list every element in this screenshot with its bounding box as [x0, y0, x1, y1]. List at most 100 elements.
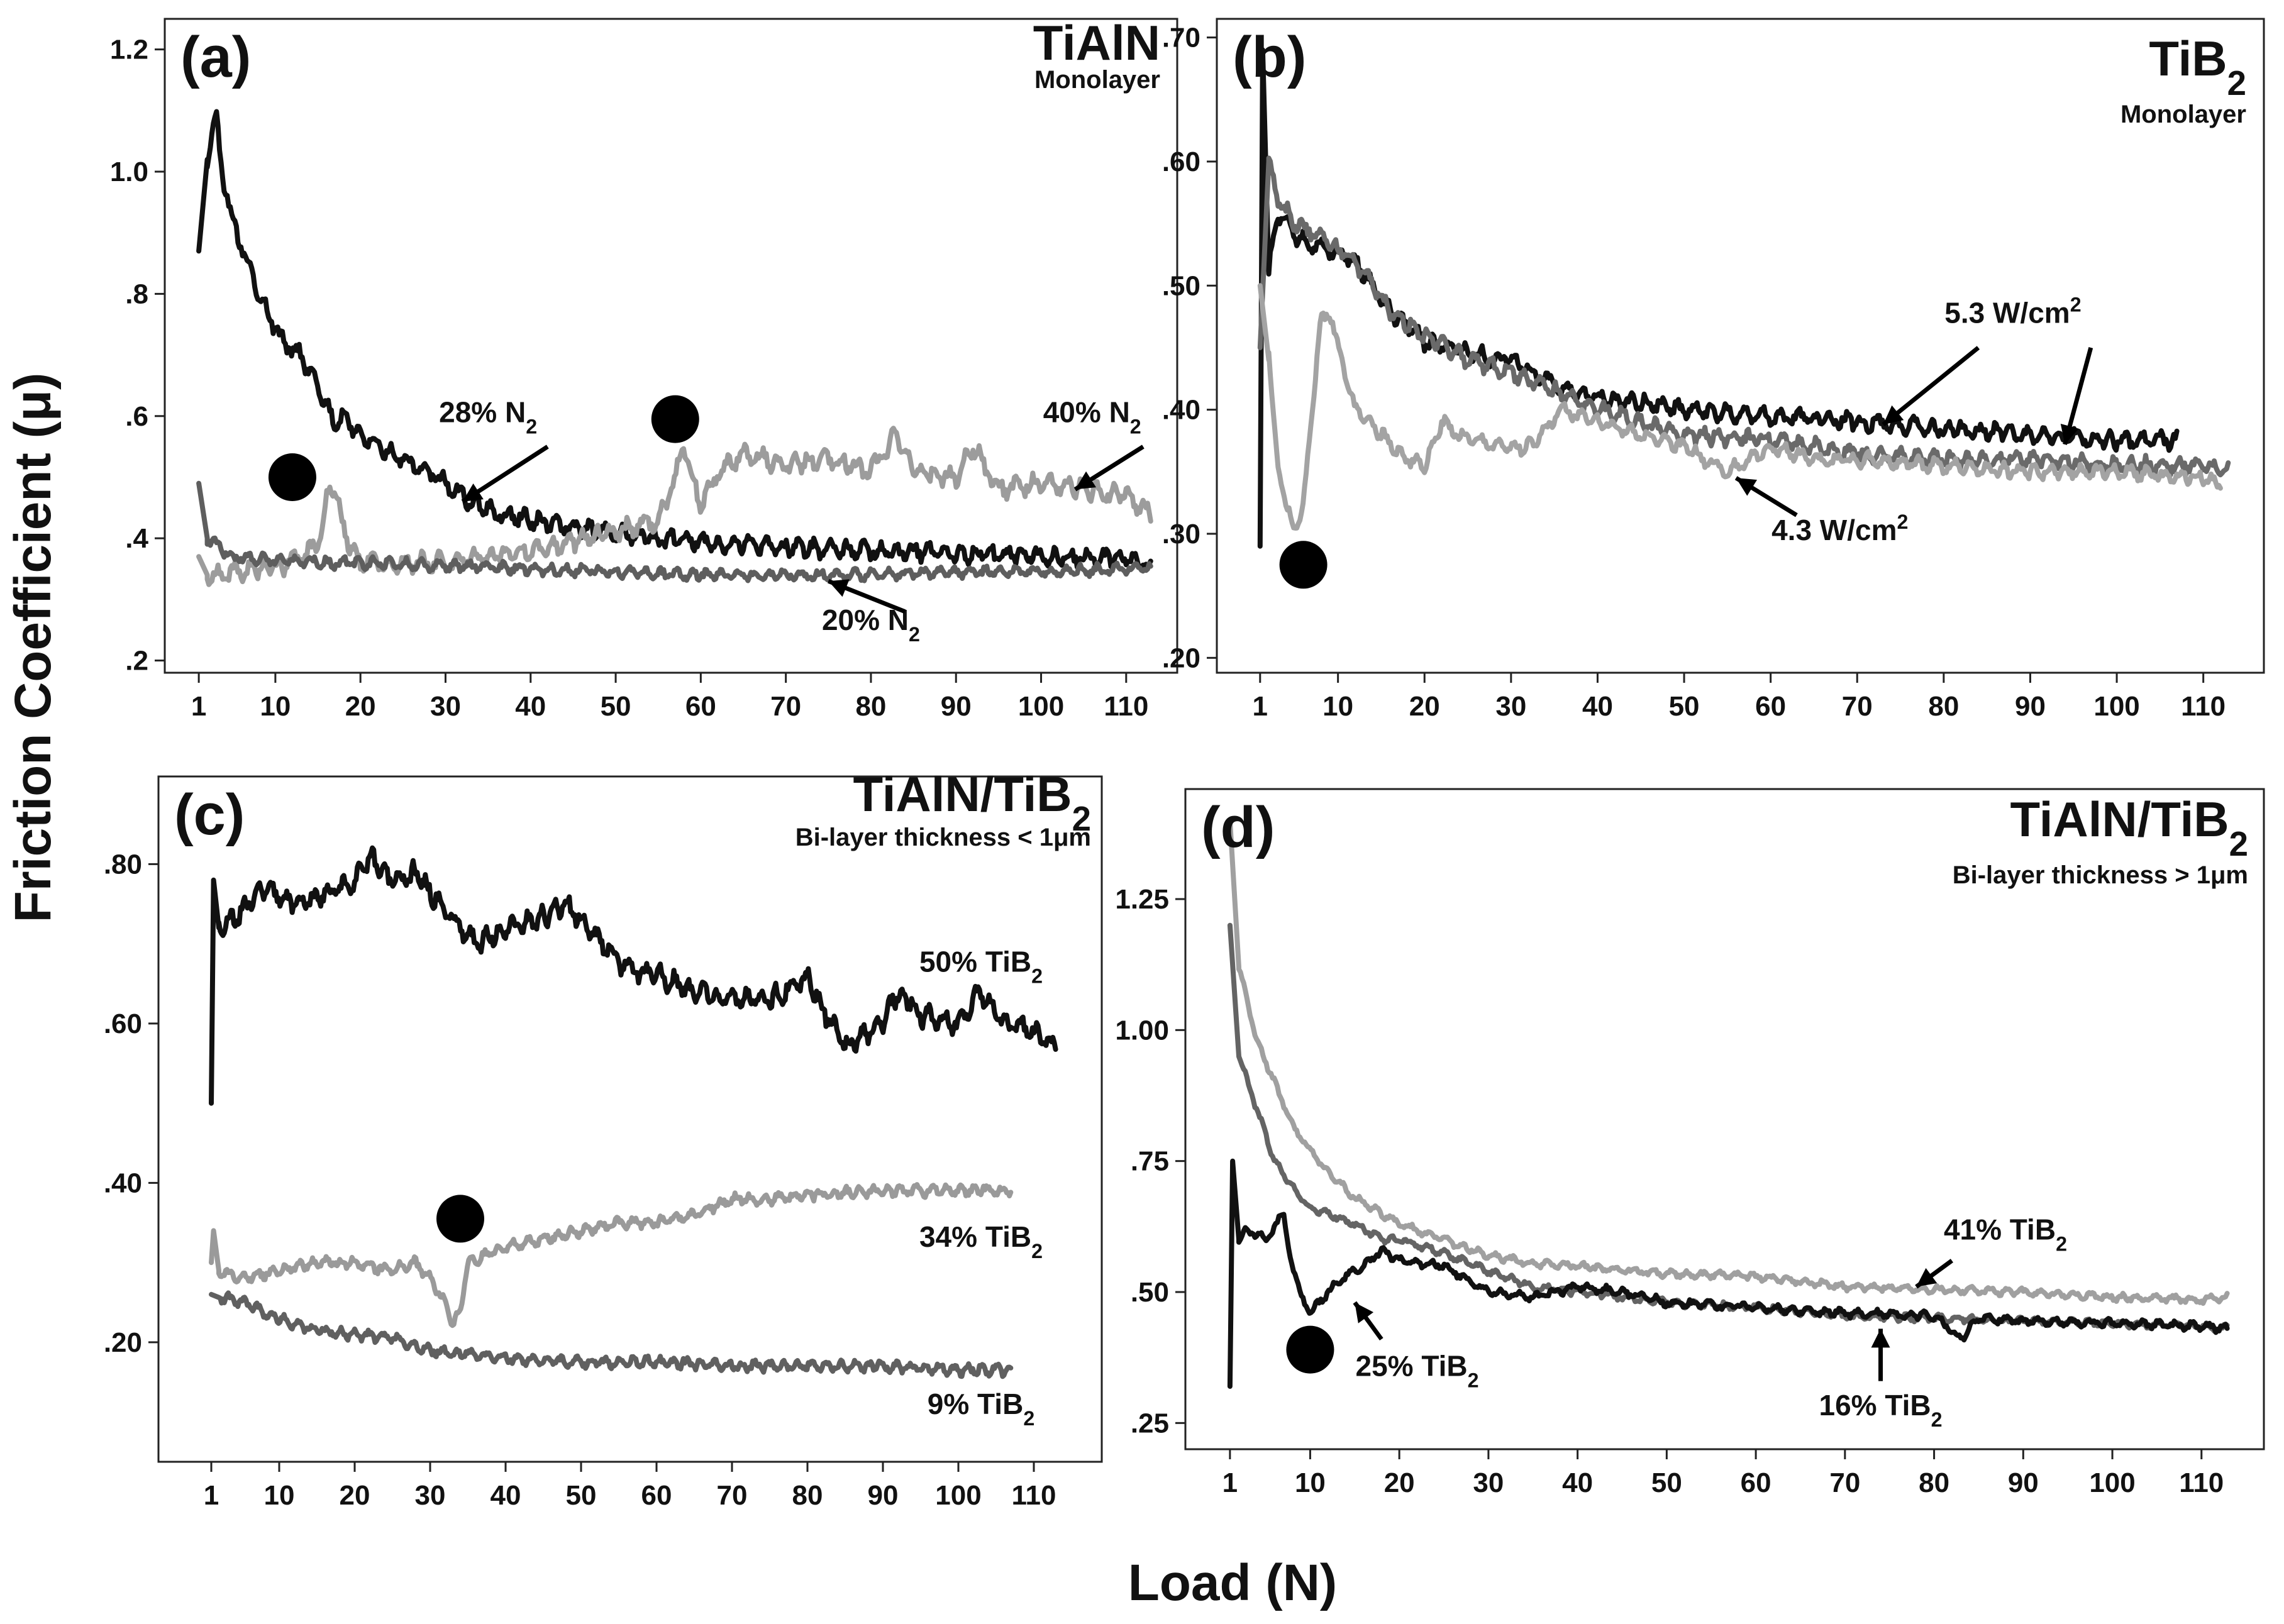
x-tick-label: 60	[1755, 691, 1786, 722]
x-tick-label: 60	[641, 1480, 672, 1511]
series-label: 5.3 W/cm2	[1944, 293, 2081, 329]
annotation-arrow	[1882, 346, 1980, 427]
x-tick-label: 50	[566, 1480, 597, 1511]
series-line-b-1	[1257, 155, 2231, 478]
x-tick-label: 30	[1495, 691, 1526, 722]
x-tick-label: 70	[770, 691, 801, 722]
panel-frame	[157, 775, 1103, 1463]
x-tick-label: 30	[430, 691, 461, 722]
y-axis-title: Friction Coefficient (μ)	[4, 373, 62, 923]
x-tick-label: 50	[1651, 1467, 1682, 1498]
y-tick-label: 1.2	[110, 35, 148, 65]
x-tick-label: 30	[1473, 1467, 1504, 1498]
series-label: 50% TiB2	[919, 946, 1043, 988]
y-tick-label: .50	[1131, 1277, 1169, 1308]
x-tick-label: 20	[340, 1480, 370, 1511]
series-line-a-0	[196, 109, 1153, 570]
x-tick-label: 1	[1253, 691, 1268, 722]
marker-dot	[1286, 1325, 1334, 1374]
x-tick-label: 90	[2015, 691, 2046, 722]
x-tick-label: 110	[1012, 1480, 1056, 1511]
y-tick-label: .6	[125, 401, 148, 432]
x-tick-label: 10	[1295, 1467, 1326, 1498]
series-line-d-0	[1227, 818, 2230, 1306]
panel-frame	[164, 18, 1178, 674]
y-tick-label: .60	[1162, 146, 1200, 177]
annotation-arrowhead	[1736, 478, 1758, 496]
x-tick-label: 60	[1741, 1467, 1771, 1498]
panel-letter: (d)	[1201, 795, 1275, 859]
x-tick-label: 50	[601, 691, 631, 722]
annotation-arrowhead	[2060, 424, 2079, 445]
x-tick-label: 80	[1919, 1467, 1949, 1498]
panel-subtitle: Bi-layer thickness < 1μm	[796, 824, 1091, 851]
series-line-c-0	[209, 845, 1058, 1106]
y-tick-label: .30	[1162, 519, 1200, 550]
series-line-d-2	[1227, 1158, 2230, 1389]
series-label: 34% TiB2	[919, 1220, 1043, 1262]
x-tick-label: 1	[1222, 1467, 1238, 1498]
panel-d: 1 10 20 30 40 50 60 70 80 90 100 110.25.50.751.001.…	[1115, 788, 2265, 1498]
series-label: 41% TiB2	[1944, 1213, 2067, 1256]
x-tick-label: 110	[2181, 691, 2226, 722]
x-tick-label: 110	[2179, 1467, 2224, 1498]
marker-dot	[1279, 541, 1328, 589]
x-tick-label: 40	[515, 691, 546, 722]
series-line-c-1	[209, 1182, 1014, 1328]
series-label: 25% TiB2	[1355, 1349, 1478, 1391]
x-tick-label: 20	[1409, 691, 1440, 722]
panel-frame	[1216, 18, 2265, 674]
y-tick-label: 1.0	[110, 157, 148, 187]
panel-frame	[1184, 788, 2265, 1450]
y-tick-label: .20	[1162, 643, 1200, 673]
marker-dot	[651, 395, 699, 443]
panel-title: TiAlN	[1033, 15, 1160, 70]
series-label: 9% TiB2	[928, 1388, 1034, 1430]
series-line-c-2	[209, 1290, 1014, 1379]
x-tick-label: 40	[1582, 691, 1613, 722]
panel-subtitle: Bi-layer thickness > 1μm	[1953, 861, 2248, 889]
x-tick-label: 40	[491, 1480, 521, 1511]
x-axis-title: Load (N)	[1128, 1554, 1337, 1611]
panel-c: 1 10 20 30 40 50 60 70 80 90 100 110.20.40.60.8050%…	[104, 766, 1103, 1511]
panel-subtitle: Monolayer	[2120, 101, 2246, 128]
y-tick-label: .40	[1162, 395, 1200, 426]
x-tick-label: 110	[1104, 691, 1148, 722]
annotation-arrowhead	[462, 483, 484, 502]
y-tick-label: .80	[104, 849, 142, 880]
x-tick-label: 1	[204, 1480, 219, 1511]
panel-a: 1 10 20 30 40 50 60 70 80 90 100 110.2.4.6.81.01.22…	[110, 15, 1178, 722]
x-tick-label: 90	[868, 1480, 899, 1511]
y-tick-label: .4	[125, 523, 148, 554]
y-tick-label: .8	[125, 279, 148, 309]
series-line-a-2	[196, 480, 1153, 583]
x-tick-label: 100	[2089, 1467, 2135, 1498]
series-label: 28% N2	[439, 395, 537, 438]
x-tick-label: 40	[1562, 1467, 1593, 1498]
x-tick-label: 1	[191, 691, 206, 722]
y-tick-label: .60	[104, 1008, 142, 1039]
annotation-arrowhead	[1883, 405, 1904, 425]
marker-dot	[436, 1195, 484, 1243]
x-tick-label: 30	[415, 1480, 446, 1511]
panel-title: TiAlN/TiB2	[2010, 792, 2248, 863]
panel-subtitle: Monolayer	[1034, 66, 1160, 94]
x-tick-label: 80	[855, 691, 886, 722]
x-tick-label: 20	[1384, 1467, 1415, 1498]
x-tick-label: 80	[792, 1480, 823, 1511]
x-tick-label: 10	[1322, 691, 1353, 722]
x-tick-label: 100	[2093, 691, 2139, 722]
panels: 1 10 20 30 40 50 60 70 80 90 100 110.2.4.6.81.01.22…	[104, 15, 2265, 1511]
annotation-arrowhead	[1075, 471, 1097, 490]
x-tick-label: 10	[260, 691, 291, 722]
y-tick-label: .2	[125, 646, 148, 677]
y-tick-label: 1.00	[1115, 1015, 1169, 1046]
annotation-arrowhead	[828, 579, 850, 597]
x-tick-label: 90	[2008, 1467, 2039, 1498]
x-tick-label: 100	[935, 1480, 981, 1511]
x-tick-label: 70	[1829, 1467, 1860, 1498]
y-tick-label: .50	[1162, 270, 1200, 301]
annotation-arrowhead	[1871, 1328, 1890, 1348]
y-tick-label: 1.25	[1115, 884, 1169, 915]
